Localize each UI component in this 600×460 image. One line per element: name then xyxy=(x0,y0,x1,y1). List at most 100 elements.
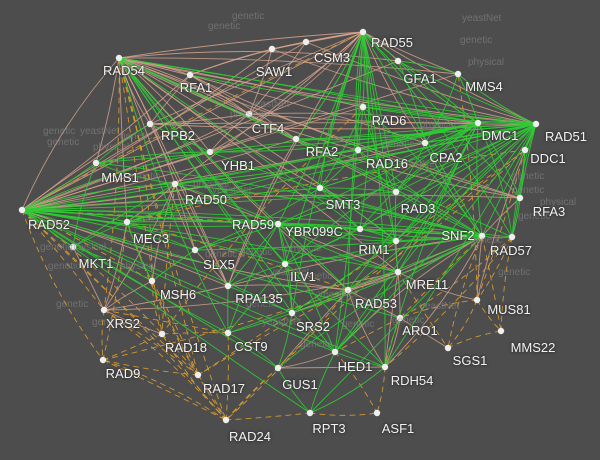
edge-yeastNet[interactable] xyxy=(102,359,227,421)
edge-yeastNet[interactable] xyxy=(21,31,364,211)
edge-physical[interactable] xyxy=(149,113,250,125)
graph-node[interactable] xyxy=(516,194,524,202)
edge-genetic[interactable] xyxy=(118,57,479,124)
edge-yeastNet[interactable] xyxy=(126,221,349,291)
edge-genetic[interactable] xyxy=(194,187,321,251)
graph-node[interactable] xyxy=(454,70,462,78)
edge-genetic[interactable] xyxy=(72,162,97,248)
edge-yeastNet[interactable] xyxy=(21,209,105,311)
graph-node[interactable] xyxy=(316,184,324,192)
edge-genetic[interactable] xyxy=(21,209,196,251)
graph-node[interactable] xyxy=(191,246,199,254)
edge-genetic[interactable] xyxy=(476,122,483,237)
graph-node[interactable] xyxy=(394,57,402,65)
edge-yeastNet[interactable] xyxy=(126,149,526,223)
edge-physical[interactable] xyxy=(271,41,307,50)
graph-node[interactable] xyxy=(359,28,367,36)
graph-node[interactable] xyxy=(392,188,400,196)
edge-yeastNet[interactable] xyxy=(102,333,163,361)
graph-node[interactable] xyxy=(171,180,179,188)
edge-physical[interactable] xyxy=(151,183,176,282)
edge-yeastNet[interactable] xyxy=(397,271,449,349)
edge-physical[interactable] xyxy=(227,138,297,287)
edge-genetic[interactable] xyxy=(21,162,97,211)
edge-genetic[interactable] xyxy=(21,209,229,334)
edge-yeastNet[interactable] xyxy=(447,330,502,349)
edge-genetic[interactable] xyxy=(334,271,399,353)
edge-yeastNet[interactable] xyxy=(161,332,229,335)
edge-genetic[interactable] xyxy=(227,285,293,314)
edge-genetic[interactable] xyxy=(21,183,176,211)
graph-node[interactable] xyxy=(224,329,232,337)
graph-node[interactable] xyxy=(100,306,108,314)
edge-physical[interactable] xyxy=(103,221,128,311)
edge-yeastNet[interactable] xyxy=(102,221,128,361)
edge-physical[interactable] xyxy=(118,57,359,151)
edge-yeastNet[interactable] xyxy=(103,57,120,311)
edge-genetic[interactable] xyxy=(357,149,483,237)
graph-node[interactable] xyxy=(245,110,253,118)
edge-physical[interactable] xyxy=(305,31,364,43)
edge-yeastNet[interactable] xyxy=(384,317,401,368)
edge-genetic[interactable] xyxy=(319,187,397,242)
edge-genetic[interactable] xyxy=(395,123,537,242)
edge-genetic[interactable] xyxy=(395,122,479,193)
edge-yeastNet[interactable] xyxy=(151,280,163,335)
edge-genetic[interactable] xyxy=(359,123,537,230)
edge-genetic[interactable] xyxy=(21,187,321,211)
graph-node[interactable] xyxy=(392,237,400,245)
edge-yeastNet[interactable] xyxy=(161,183,176,335)
edge-physical[interactable] xyxy=(334,235,483,353)
edge-physical[interactable] xyxy=(126,183,176,223)
edge-genetic[interactable] xyxy=(362,31,386,368)
edge-yeastNet[interactable] xyxy=(500,236,513,332)
graph-node[interactable] xyxy=(92,159,100,167)
edge-genetic[interactable] xyxy=(319,187,361,230)
edge-genetic[interactable] xyxy=(362,106,483,237)
edge-physical[interactable] xyxy=(118,31,364,59)
edge-genetic[interactable] xyxy=(481,123,537,237)
graph-node[interactable] xyxy=(396,314,404,322)
edge-genetic[interactable] xyxy=(72,221,128,248)
graph-node[interactable] xyxy=(478,232,486,240)
graph-node[interactable] xyxy=(281,260,289,268)
edge-physical[interactable] xyxy=(118,57,229,287)
edge-genetic[interactable] xyxy=(291,289,349,314)
edge-yeastNet[interactable] xyxy=(384,236,513,368)
edge-genetic[interactable] xyxy=(355,31,364,151)
edge-genetic[interactable] xyxy=(357,106,364,151)
edge-genetic[interactable] xyxy=(457,73,479,124)
edge-genetic[interactable] xyxy=(194,223,279,251)
edge-physical[interactable] xyxy=(103,309,163,335)
edge-yeastNet[interactable] xyxy=(399,299,478,319)
edge-genetic[interactable] xyxy=(277,223,293,314)
edge-genetic[interactable] xyxy=(277,122,479,225)
edge-genetic[interactable] xyxy=(227,223,279,334)
edge-physical[interactable] xyxy=(189,74,250,115)
edge-physical[interactable] xyxy=(118,57,537,125)
edge-genetic[interactable] xyxy=(347,122,479,291)
edge-genetic[interactable] xyxy=(284,263,293,314)
edge-physical[interactable] xyxy=(174,31,364,185)
edge-genetic[interactable] xyxy=(334,289,349,353)
edge-genetic[interactable] xyxy=(394,191,397,242)
edge-physical[interactable] xyxy=(362,31,537,125)
edge-genetic[interactable] xyxy=(118,57,361,230)
edge-physical[interactable] xyxy=(397,271,478,301)
edge-physical[interactable] xyxy=(21,60,399,211)
edge-physical[interactable] xyxy=(149,122,479,125)
edge-physical[interactable] xyxy=(149,74,191,125)
graph-node[interactable] xyxy=(274,364,282,372)
edge-genetic[interactable] xyxy=(397,60,459,75)
edge-genetic[interactable] xyxy=(21,209,336,353)
edge-genetic[interactable] xyxy=(277,235,483,369)
graph-node[interactable] xyxy=(381,363,389,371)
graph-node[interactable] xyxy=(306,409,314,417)
edge-physical[interactable] xyxy=(118,57,521,199)
edge-physical[interactable] xyxy=(189,48,273,76)
edge-yeastNet[interactable] xyxy=(118,57,227,421)
edge-genetic[interactable] xyxy=(277,223,361,230)
edge-genetic[interactable] xyxy=(477,122,513,238)
edge-genetic[interactable] xyxy=(194,235,483,251)
edge-genetic[interactable] xyxy=(395,191,483,237)
